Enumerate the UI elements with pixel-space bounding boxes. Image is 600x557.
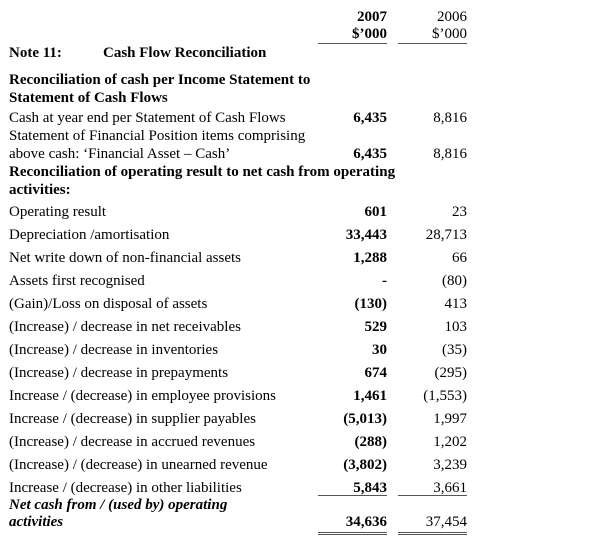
row-label: (Gain)/Loss on disposal of assets: [9, 296, 208, 312]
row-value-2007: 601: [364, 204, 388, 220]
row-value-2006: 28,713: [425, 227, 467, 243]
section2-heading-2: activities:: [9, 182, 71, 198]
section2-heading: Reconciliation of operating result to ne…: [9, 164, 396, 180]
row-label: (Increase) / decrease in prepayments: [9, 365, 229, 381]
total-value-2007: 34,636: [345, 514, 387, 530]
row-label: above cash: ‘Financial Asset – Cash’: [9, 146, 231, 162]
row-value-2007: 6,435: [353, 110, 387, 126]
row-value-2006: 1,997: [433, 411, 467, 427]
row-value-2007: (3,802): [343, 457, 387, 473]
header-2006: 2006: [437, 9, 467, 25]
subtotal-underline-2006: [398, 495, 467, 496]
row-value-2006: 66: [452, 250, 467, 266]
row-value-2006: 8,816: [433, 146, 467, 162]
row-label: Increase / (decrease) in supplier payabl…: [9, 411, 256, 427]
row-value-2007: 1,461: [353, 388, 387, 404]
total-double-underline-2006: [398, 532, 467, 535]
row-value-2007: (130): [354, 296, 388, 312]
row-value-2007: 6,435: [353, 146, 387, 162]
total-value-2006: 37,454: [425, 514, 467, 530]
row-label: (Increase) / (decrease) in unearned reve…: [9, 457, 268, 473]
row-value-2006: 3,661: [433, 480, 467, 496]
unit-2007: $’000: [352, 26, 387, 42]
row-value-2007: 1,288: [353, 250, 387, 266]
header-underline-2007: [318, 43, 387, 44]
row-label: Operating result: [9, 204, 107, 220]
row-label: Increase / (decrease) in other liabiliti…: [9, 480, 242, 496]
row-value-2007: 674: [364, 365, 388, 381]
row-label: Cash at year end per Statement of Cash F…: [9, 110, 286, 126]
row-value-2006: 8,816: [433, 110, 467, 126]
row-value-2007: 33,443: [345, 227, 387, 243]
row-value-2006: 3,239: [433, 457, 467, 473]
row-value-2006: 23: [452, 204, 467, 220]
row-value-2006: (35): [442, 342, 467, 358]
row-value-2006: (1,553): [423, 388, 467, 404]
row-value-2007: (5,013): [343, 411, 387, 427]
row-value-2006: 1,202: [433, 434, 467, 450]
row-label: Assets first recognised: [9, 273, 145, 289]
unit-2006: $’000: [432, 26, 467, 42]
row-value-2007: (288): [354, 434, 388, 450]
row-value-2006: 103: [444, 319, 468, 335]
header-2007: 2007: [357, 9, 387, 25]
row-value-2006: (80): [442, 273, 467, 289]
row-value-2007: 30: [372, 342, 387, 358]
row-label: (Increase) / decrease in accrued revenue…: [9, 434, 256, 450]
total-label-2: activities: [9, 514, 64, 530]
section1-heading: Reconciliation of cash per Income Statem…: [9, 72, 311, 88]
row-label: Depreciation /amortisation: [9, 227, 170, 243]
row-value-2007: 5,843: [353, 480, 387, 496]
row-value-2006: 413: [444, 296, 468, 312]
row-label: (Increase) / decrease in net receivables: [9, 319, 241, 335]
row-label: Statement of Financial Position items co…: [9, 128, 306, 144]
total-label: Net cash from / (used by) operating: [9, 497, 228, 513]
row-label: (Increase) / decrease in inventories: [9, 342, 219, 358]
row-value-2007: -: [382, 273, 387, 289]
header-underline-2006: [398, 43, 467, 44]
subtotal-underline-2007: [318, 495, 387, 496]
note-title: Cash Flow Reconciliation: [103, 45, 267, 61]
row-value-2007: 529: [364, 319, 388, 335]
row-value-2006: (295): [434, 365, 468, 381]
total-double-underline-2007: [318, 532, 387, 535]
row-label: Increase / (decrease) in employee provis…: [9, 388, 276, 404]
note-number: Note 11:: [9, 45, 62, 61]
row-label: Net write down of non-financial assets: [9, 250, 242, 266]
section1-heading-2: Statement of Cash Flows: [9, 90, 168, 106]
